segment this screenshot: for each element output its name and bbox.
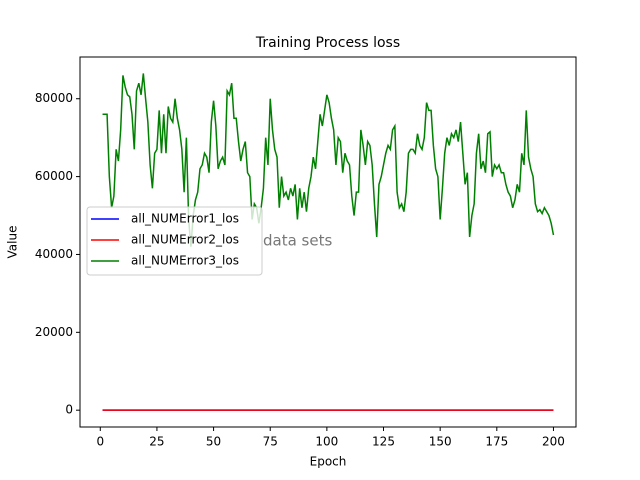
x-axis-label: Epoch bbox=[310, 455, 347, 469]
y-tick-label: 20000 bbox=[35, 325, 73, 339]
x-tick-label: 50 bbox=[206, 435, 221, 449]
y-tick-label: 80000 bbox=[35, 91, 73, 105]
y-tick-label: 60000 bbox=[35, 169, 73, 183]
x-tick-label: 125 bbox=[372, 435, 395, 449]
legend-label: all_NUMError1_los bbox=[131, 212, 239, 226]
x-tick-label: 0 bbox=[96, 435, 104, 449]
x-tick-label: 100 bbox=[315, 435, 338, 449]
legend-label: all_NUMError3_los bbox=[131, 254, 239, 268]
axes-frame bbox=[79, 56, 577, 428]
x-tick-label: 75 bbox=[263, 435, 278, 449]
y-axis-label: Value bbox=[6, 226, 20, 259]
legend-label: all_NUMError2_los bbox=[131, 233, 239, 247]
y-tick-label: 40000 bbox=[35, 247, 73, 261]
y-tick-label: 0 bbox=[65, 403, 73, 417]
x-tick-label: 25 bbox=[149, 435, 164, 449]
data-line bbox=[102, 73, 555, 247]
x-tick-label: 200 bbox=[542, 435, 565, 449]
legend-box bbox=[86, 206, 263, 276]
chart-title: Training Process loss bbox=[255, 35, 400, 51]
x-tick-label: 175 bbox=[485, 435, 508, 449]
plot-area: 0 25 50 75 100 125 150 175 200 0 20000 40000 60000 80… bbox=[35, 56, 577, 449]
annotation: data sets bbox=[263, 232, 332, 250]
x-tick-label: 150 bbox=[429, 435, 452, 449]
